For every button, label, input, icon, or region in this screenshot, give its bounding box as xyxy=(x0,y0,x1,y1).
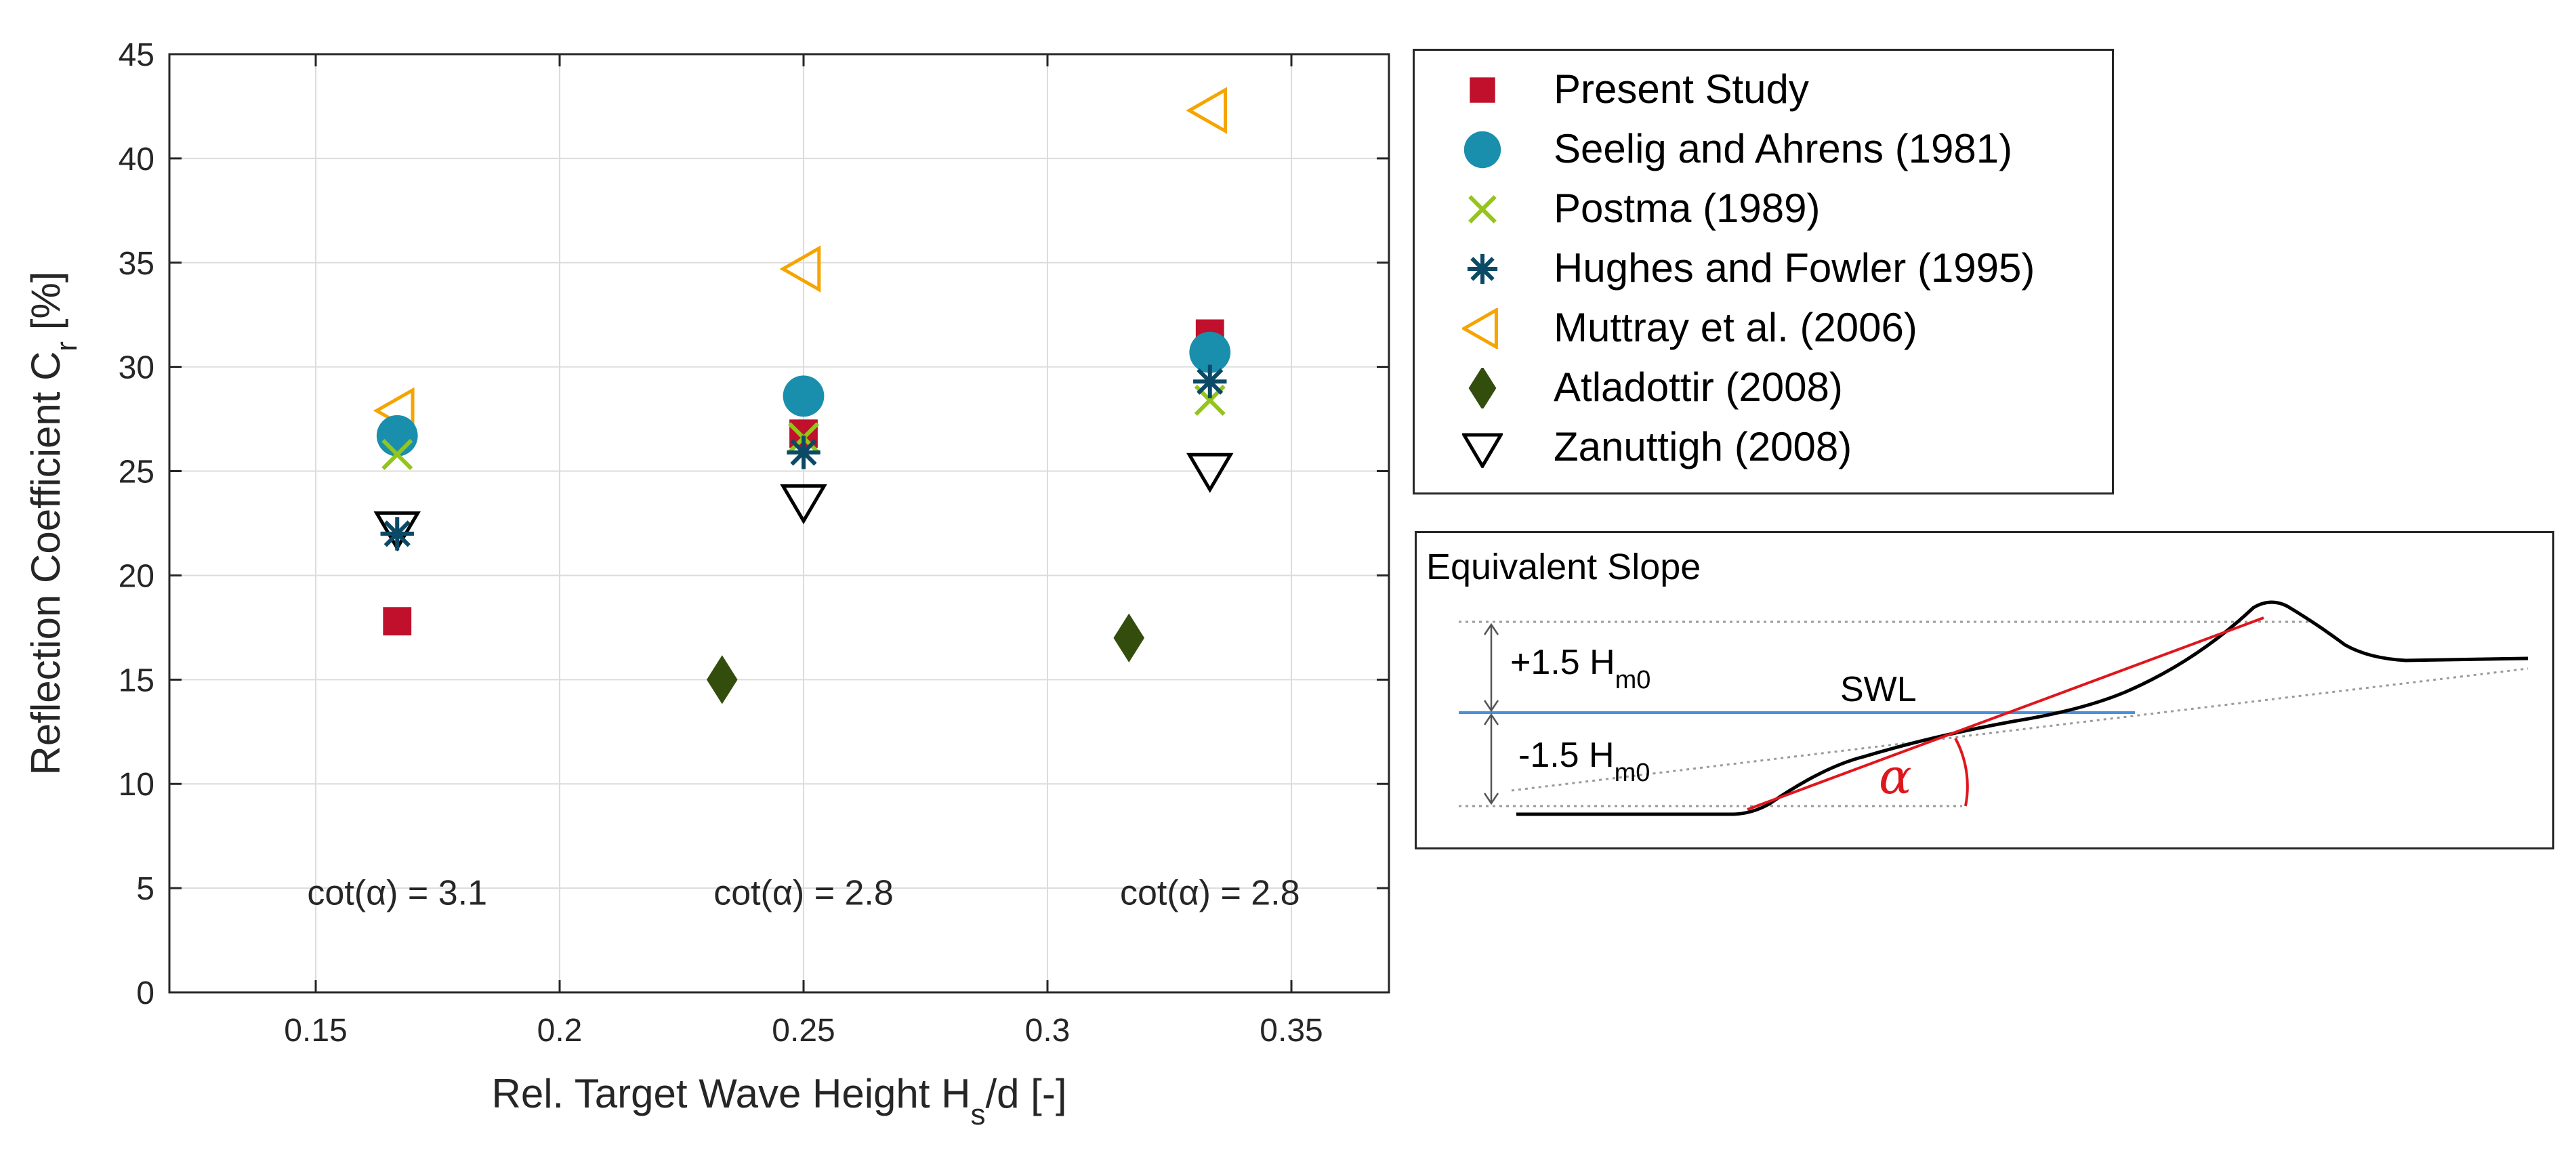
legend-label: Atladottir (2008) xyxy=(1554,364,1843,410)
legend-marker xyxy=(1462,308,1498,349)
x-tick-label: 0.3 xyxy=(1025,1013,1071,1049)
legend-marker xyxy=(1462,433,1503,468)
x-tick-label: 0.2 xyxy=(537,1013,583,1049)
data-point xyxy=(1193,364,1227,398)
y-tick-label: 40 xyxy=(119,142,154,177)
slope-annotation: cot(α) = 2.8 xyxy=(713,873,894,912)
data-point xyxy=(1186,452,1234,493)
slope-annotation: cot(α) = 2.8 xyxy=(1120,873,1300,912)
legend-entry: Postma (1989) xyxy=(1415,180,2112,239)
data-point xyxy=(1113,613,1145,662)
legend-marker xyxy=(1467,253,1498,285)
angle-arc xyxy=(1954,738,1969,807)
dimension-arrows xyxy=(1483,623,1499,805)
legend-label: Seelig and Ahrens (1981) xyxy=(1554,126,2013,171)
legend-marker xyxy=(1470,77,1495,103)
y-tick-label: 0 xyxy=(136,975,154,1011)
legend-marker-shape xyxy=(1468,195,1497,224)
plot-frame xyxy=(168,53,1390,994)
legend-label: Postma (1989) xyxy=(1554,186,1821,231)
legend-marker xyxy=(1468,368,1497,408)
data-point xyxy=(706,655,738,704)
y-tick-label: 5 xyxy=(136,871,154,907)
slope-annotation: cot(α) = 3.1 xyxy=(307,873,487,912)
legend-label: Hughes and Fowler (1995) xyxy=(1554,245,2035,291)
y-tick-label: 35 xyxy=(119,246,154,282)
legend-marker-shape xyxy=(1462,308,1498,349)
legend-entry: Present Study xyxy=(1415,60,2112,120)
series-atladottir-2008 xyxy=(706,613,1145,704)
y-axis-label: Reflection Coefficient Cr [%] xyxy=(23,272,83,776)
y-tick-label: 10 xyxy=(119,767,154,803)
equivalent-slope-line xyxy=(1747,616,2264,811)
series-hughes-and-fowler-1995 xyxy=(380,364,1227,551)
data-point xyxy=(376,415,418,457)
x-tick-label: 0.25 xyxy=(772,1013,835,1049)
y-tick-label: 45 xyxy=(119,37,154,73)
data-point xyxy=(380,517,414,551)
structure-profile xyxy=(1516,600,2529,816)
axis-ticks: 0.15 0.2 0.25 0.3 0.35 0 5 10 15 20 25 30 35 40 45 xyxy=(119,37,1389,1049)
legend-entry: Hughes and Fowler (1995) xyxy=(1415,239,2112,299)
inset-title: Equivalent Slope xyxy=(1426,547,1701,587)
upper-dimension-label: +1.5 Hm0 xyxy=(1510,643,1650,694)
data-point xyxy=(1186,87,1228,134)
series-seelig-and-ahrens-1981 xyxy=(376,331,1231,457)
series-zanuttigh-2008 xyxy=(373,452,1234,551)
data-point xyxy=(373,511,421,551)
slope-annotations: cot(α) = 3.1 cot(α) = 2.8 cot(α) = 2.8 xyxy=(307,873,1300,912)
legend-marker-shape xyxy=(1468,368,1497,408)
angle-label: α xyxy=(1879,748,1912,805)
lower-dimension-label: -1.5 Hm0 xyxy=(1518,736,1650,787)
legend-marker xyxy=(1463,131,1501,169)
plot-area xyxy=(169,54,1389,992)
data-point xyxy=(1189,331,1231,373)
legend-marker-shape xyxy=(1463,131,1501,169)
y-tick-label: 30 xyxy=(119,350,154,386)
data-marks xyxy=(373,87,1234,704)
legend-marker-shape xyxy=(1467,253,1498,285)
data-point xyxy=(787,436,820,469)
swl-label: SWL xyxy=(1840,670,1917,709)
x-axis-label: Rel. Target Wave Height Hs/d [-] xyxy=(492,1071,1067,1131)
data-point xyxy=(780,484,827,524)
y-tick-label: 25 xyxy=(119,455,154,490)
equivalent-slope-inset: Equivalent Slope SWL +1.5 Hm0 -1.5 Hm0 α xyxy=(1415,531,2554,849)
legend-entry: Atladottir (2008) xyxy=(1415,358,2112,418)
legend-entry: Muttray et al. (2006) xyxy=(1415,299,2112,358)
legend-marker-shape xyxy=(1470,77,1495,103)
data-point xyxy=(383,607,412,636)
legend-label: Present Study xyxy=(1554,66,1809,112)
data-point xyxy=(779,245,821,293)
legend-entry: Zanuttigh (2008) xyxy=(1415,418,2112,478)
x-tick-label: 0.15 xyxy=(284,1013,347,1049)
legend: Present Study Seelig and Ahrens (1981) Pos… xyxy=(1413,49,2114,494)
y-tick-label: 15 xyxy=(119,662,154,698)
scatter-chart: cot(α) = 3.1 cot(α) = 2.8 cot(α) = 2.8 0.1… xyxy=(23,37,1390,1131)
data-point xyxy=(783,375,825,417)
x-tick-label: 0.35 xyxy=(1260,1013,1323,1049)
data-point xyxy=(381,438,413,470)
legend-marker-shape xyxy=(1462,433,1503,468)
y-tick-label: 20 xyxy=(119,558,154,594)
legend-entry: Seelig and Ahrens (1981) xyxy=(1415,120,2112,180)
average-slope-line xyxy=(1511,667,2529,792)
legend-marker xyxy=(1468,195,1497,224)
equivalent-slope-diagram: Equivalent Slope SWL +1.5 Hm0 -1.5 Hm0 α xyxy=(1426,547,2529,816)
legend-label: Muttray et al. (2006) xyxy=(1554,305,1917,350)
legend-label: Zanuttigh (2008) xyxy=(1554,424,1852,469)
